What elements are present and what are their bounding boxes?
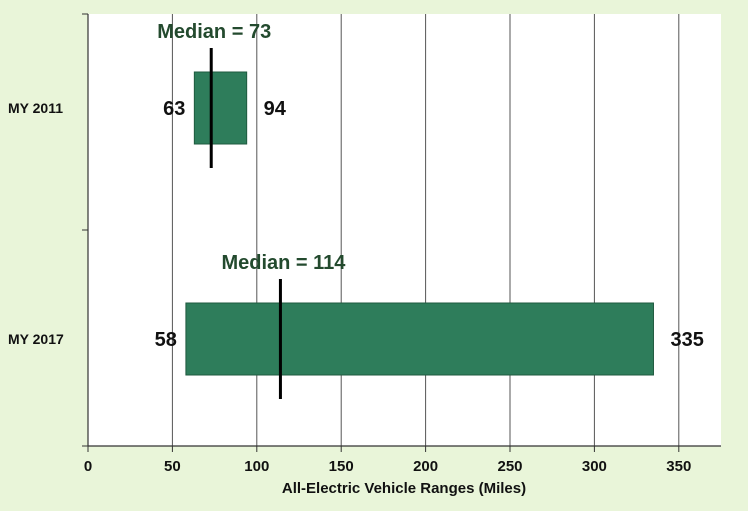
range-bar xyxy=(185,302,654,376)
x-tick-label: 100 xyxy=(244,458,269,475)
category-label: MY 2011 xyxy=(8,100,63,116)
x-tick-label: 50 xyxy=(164,458,181,475)
x-tick-label: 250 xyxy=(497,458,522,475)
x-tick-label: 150 xyxy=(329,458,354,475)
median-label: Median = 114 xyxy=(221,252,346,274)
x-tick-label: 300 xyxy=(582,458,607,475)
median-label: Median = 73 xyxy=(157,21,271,43)
plot-area xyxy=(88,14,721,446)
x-tick-label: 0 xyxy=(84,458,92,475)
x-tick-label: 350 xyxy=(666,458,691,475)
category-label: MY 2017 xyxy=(8,331,64,347)
labels: 0 50 100 150 200 250 300 350 Median = 73 63 94 MY 2… xyxy=(8,21,704,475)
x-tick-label: 200 xyxy=(413,458,438,475)
grid-lines xyxy=(171,14,680,446)
min-value-label: 63 xyxy=(163,98,185,120)
range-bar xyxy=(193,71,248,145)
min-value-label: 58 xyxy=(155,329,177,351)
x-axis-title: All-Electric Vehicle Ranges (Miles) xyxy=(282,480,526,497)
max-value-label: 94 xyxy=(264,98,287,120)
bars xyxy=(185,48,654,399)
axes xyxy=(82,13,721,452)
max-value-label: 335 xyxy=(670,329,703,351)
